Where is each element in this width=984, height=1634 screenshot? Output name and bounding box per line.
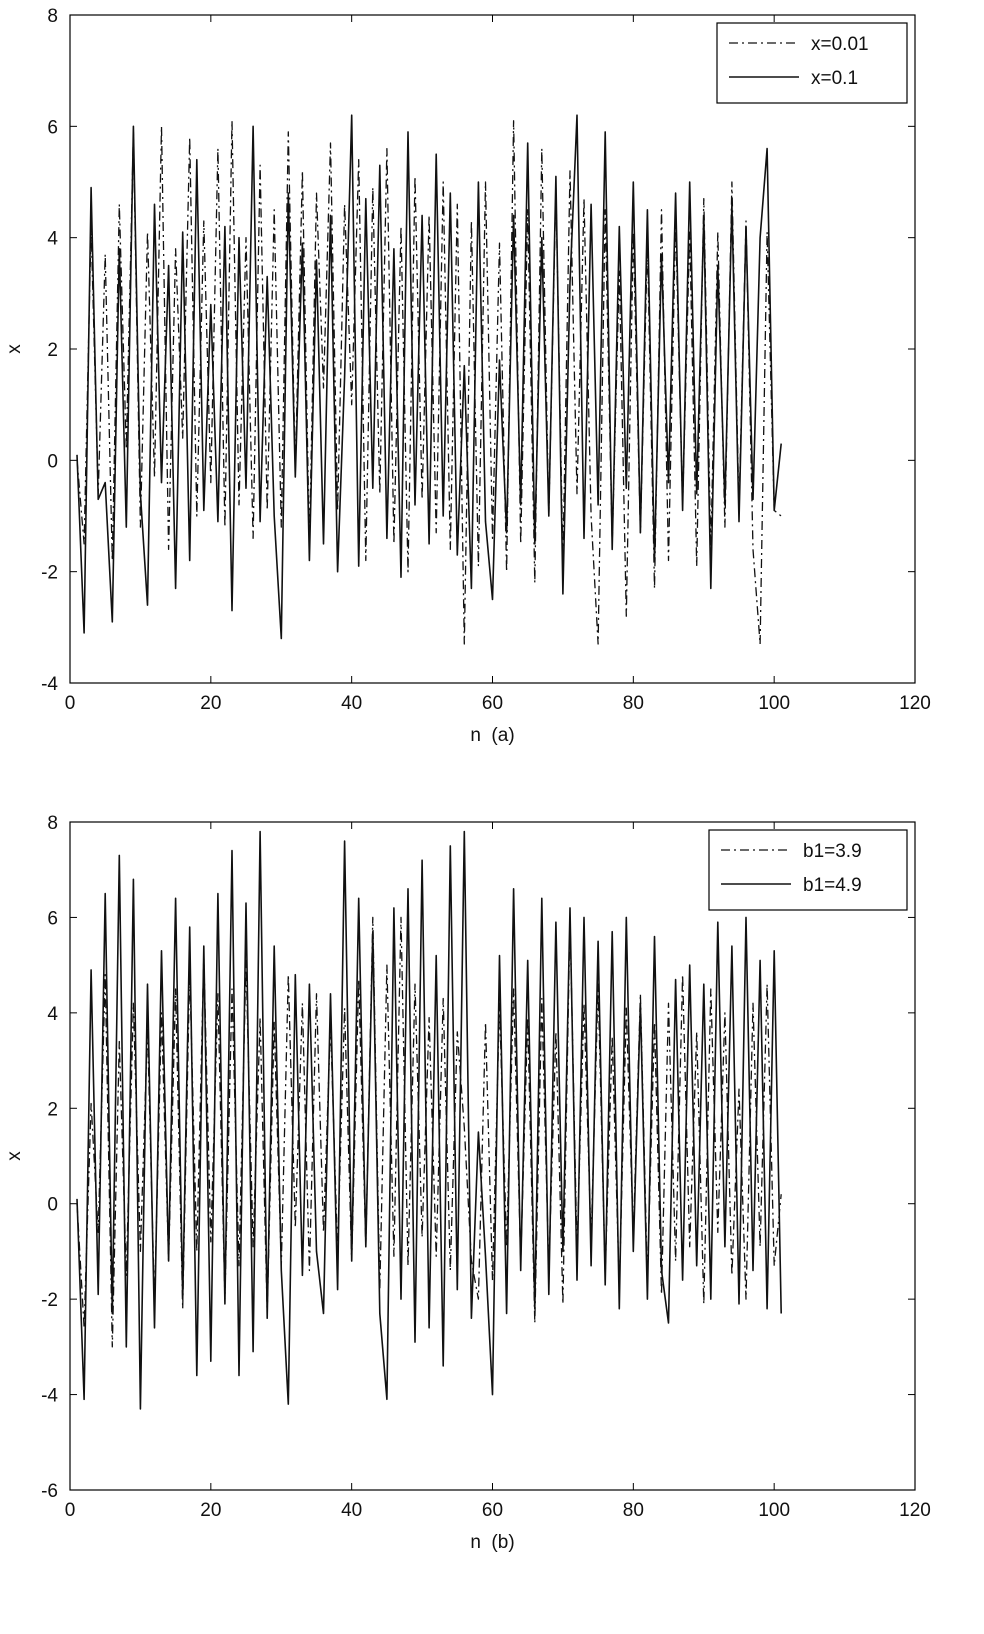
- series-line-a-0: [76, 120, 782, 645]
- y-tick-label: -2: [41, 1290, 58, 1311]
- y-tick-label: 6: [47, 117, 58, 138]
- legend-entry-label: x=0.1: [811, 68, 858, 89]
- y-tick-label: 2: [47, 1099, 58, 1120]
- x-tick-label: 80: [623, 693, 644, 714]
- legend-b: [708, 829, 908, 911]
- panel-b-chart: 0 20 40 60 80 100 120 -6 -4 -2 0 2 4 6 8 n (b) x b1=3.9 b1…: [4, 813, 931, 1553]
- x-tick-label: 20: [200, 1500, 221, 1521]
- panel-a-chart: 0 20 40 60 80 100 120 -4 -2 0 2 4 6 8 n (a) x x=0.01 x=0.…: [4, 6, 931, 746]
- y-tick-label: 0: [47, 1195, 58, 1216]
- y-tick-label: -4: [41, 1386, 58, 1407]
- y-axis-label: x: [4, 344, 25, 354]
- y-tick-label: 4: [47, 229, 58, 250]
- legend-entry-label: b1=3.9: [803, 841, 862, 862]
- legend-entry-label: b1=4.9: [803, 875, 862, 896]
- x-tick-label: 20: [200, 693, 221, 714]
- x-tick-label: 60: [482, 1500, 503, 1521]
- x-tick-label: 80: [623, 1500, 644, 1521]
- plot-area-a: [69, 14, 916, 684]
- y-tick-label: 8: [47, 6, 58, 27]
- x-tick-label: 60: [482, 693, 503, 714]
- x-tick-label: 100: [758, 693, 790, 714]
- x-tick-label: 120: [899, 1500, 931, 1521]
- y-tick-label: 0: [47, 451, 58, 472]
- x-tick-label: 40: [341, 1500, 362, 1521]
- y-tick-label: 6: [47, 908, 58, 929]
- x-tick-label: 0: [65, 1500, 76, 1521]
- y-tick-label: 8: [47, 813, 58, 834]
- x-tick-label: 100: [758, 1500, 790, 1521]
- y-tick-label: -6: [41, 1481, 58, 1502]
- x-axis-label: n (b): [470, 1532, 514, 1553]
- y-tick-label: 4: [47, 1004, 58, 1025]
- x-tick-label: 120: [899, 693, 931, 714]
- y-tick-label: -4: [41, 674, 58, 695]
- y-tick-label: 2: [47, 340, 58, 361]
- series-line-b-0: [76, 916, 782, 1348]
- series-line-a-1: [76, 114, 782, 640]
- series-line-b-1: [76, 830, 782, 1410]
- x-tick-label: 40: [341, 693, 362, 714]
- y-tick-label: -2: [41, 563, 58, 584]
- x-tick-label: 0: [65, 693, 76, 714]
- legend-a: [716, 22, 908, 104]
- y-axis-label: x: [4, 1151, 25, 1161]
- legend-entry-label: x=0.01: [811, 34, 869, 55]
- x-axis-label: n (a): [470, 725, 514, 746]
